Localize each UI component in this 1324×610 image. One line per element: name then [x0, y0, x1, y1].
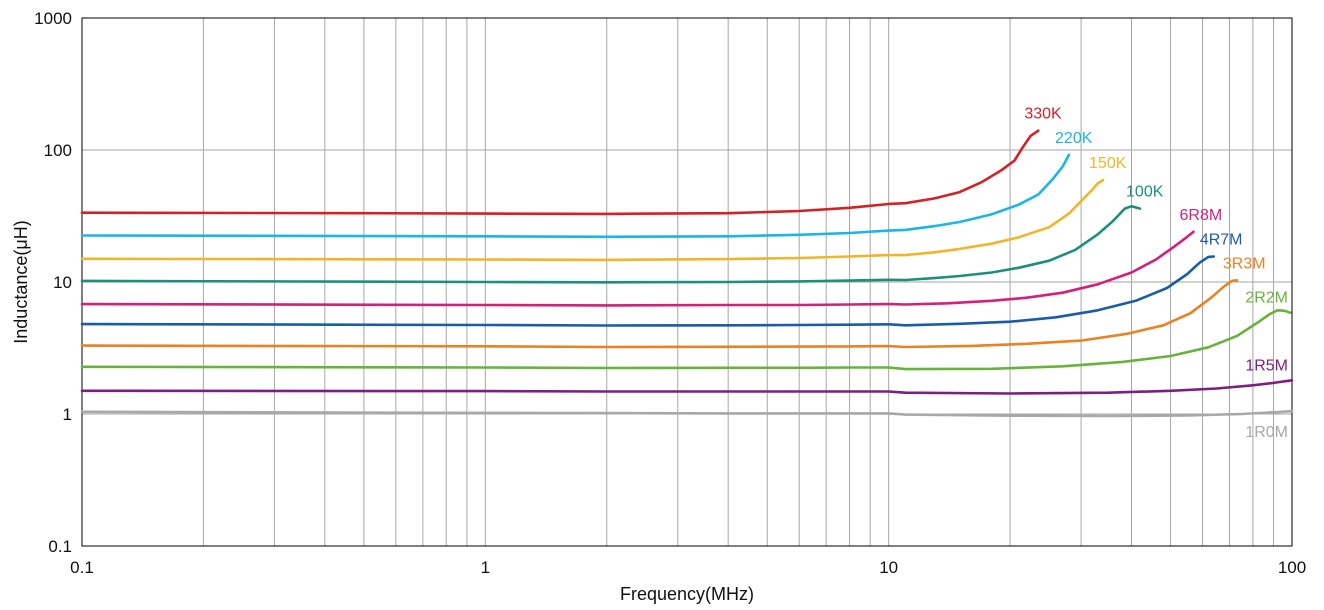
series-label-1r5m: 1R5M: [1245, 357, 1288, 374]
series-lines: [80, 129, 1294, 418]
series-label-100k: 100K: [1126, 184, 1164, 201]
series-line-100k: [80, 204, 1142, 284]
y-tick-label: 1000: [34, 9, 72, 28]
series-line-330k: [80, 129, 1040, 216]
y-tick-label: 0.1: [48, 537, 72, 556]
series-line-6r8m: [80, 230, 1195, 307]
x-tick-label: 10: [879, 558, 898, 577]
series-line-2r2m: [80, 309, 1292, 371]
series-line-3r3m: [80, 279, 1239, 349]
series-label-220k: 220K: [1055, 130, 1093, 147]
x-tick-label: 0.1: [70, 558, 94, 577]
x-axis-label: Frequency(MHz): [620, 584, 754, 604]
x-tick-label: 100: [1278, 558, 1306, 577]
series-label-6r8m: 6R8M: [1180, 207, 1223, 224]
series-label-1r0m: 1R0M: [1245, 424, 1288, 441]
series-line-1r0m: [80, 409, 1294, 418]
series-label-150k: 150K: [1089, 155, 1127, 172]
series-line-220k: [80, 153, 1071, 239]
series-label-4r7m: 4R7M: [1200, 232, 1243, 249]
series-line-150k: [80, 178, 1105, 262]
series-line-4r7m: [80, 255, 1216, 327]
y-tick-label: 1: [63, 405, 72, 424]
y-tick-label: 100: [44, 141, 72, 160]
y-axis-label: Inductance(μH): [11, 220, 31, 343]
series-labels: 330K 220K 150K 100K 6R8M 4R7M 3R3M 2R2M 1R5M 1R0M: [1024, 106, 1288, 441]
series-label-330k: 330K: [1024, 106, 1062, 123]
y-tick-labels: 0.1 1 10 100 1000: [34, 9, 72, 556]
series-label-2r2m: 2R2M: [1245, 290, 1288, 307]
series-label-3r3m: 3R3M: [1223, 255, 1266, 272]
x-tick-labels: 0.1 1 10 100: [70, 558, 1306, 577]
series-line-1r5m: [80, 379, 1294, 395]
y-tick-label: 10: [53, 273, 72, 292]
x-tick-label: 1: [481, 558, 490, 577]
